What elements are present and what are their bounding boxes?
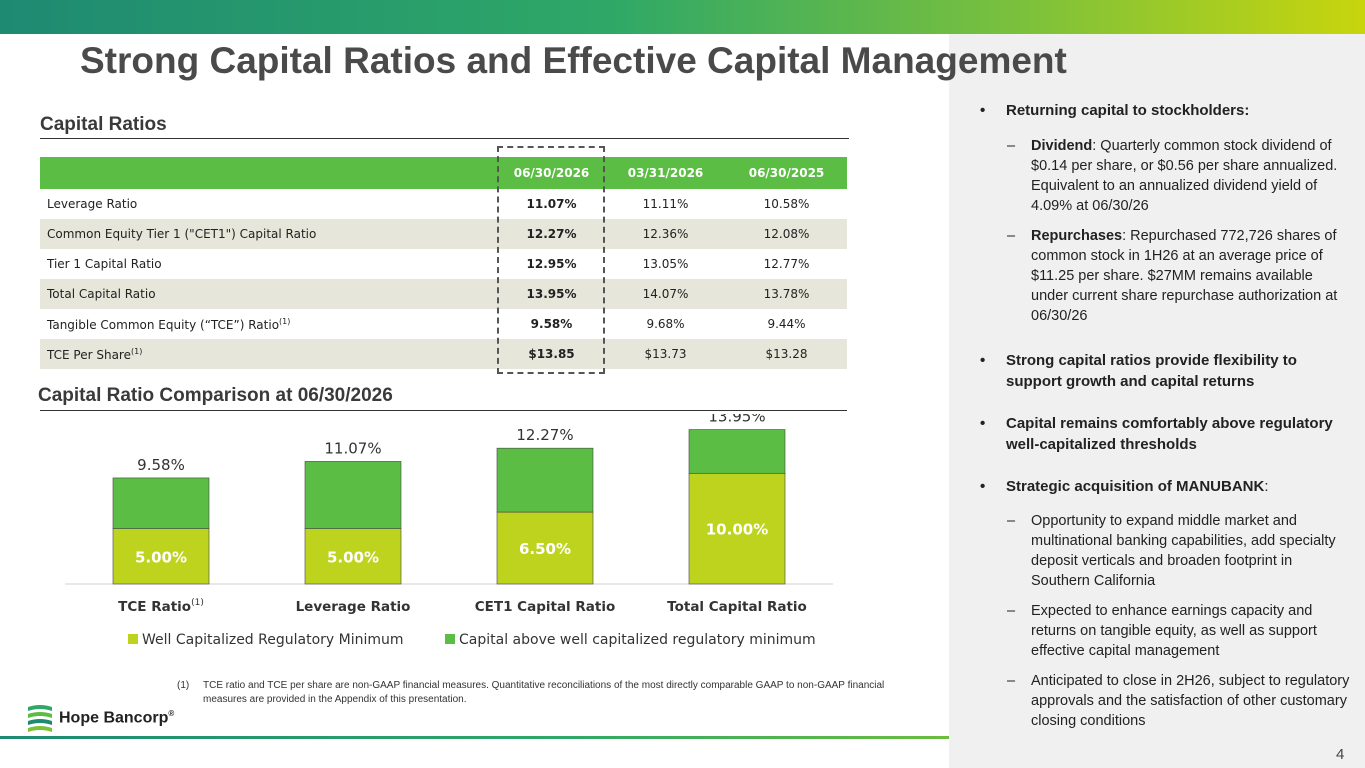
category-footnote-marker: (1) <box>191 598 204 608</box>
category-label: CET1 Capital Ratio <box>475 599 616 615</box>
key-points: • Returning capital to stockholders: – D… <box>980 100 1350 731</box>
footnote-marker: (1) <box>130 346 143 356</box>
bar-total-label: 9.58% <box>137 456 185 474</box>
table-cell: 14.07% <box>605 279 726 309</box>
table-cell: $13.85 <box>498 339 605 369</box>
table-cell: 13.95% <box>498 279 605 309</box>
dash-icon: – <box>1007 513 1016 529</box>
bar-above-minimum <box>688 429 786 474</box>
table-header-cell: 06/30/2025 <box>726 157 847 189</box>
logo-text: Hope Bancorp® <box>59 708 175 727</box>
table-cell: 13.78% <box>726 279 847 309</box>
table-cell: 12.77% <box>763 257 810 271</box>
legend-label: Capital above well capitalized regulator… <box>459 632 816 648</box>
table-row: Tangible Common Equity (“TCE”) Ratio(1) … <box>40 309 847 339</box>
capital-ratio-chart: 5.00% 9.58% TCE Ratio(1) 5.00% 11.07% Leverag… <box>65 414 833 648</box>
bar-minimum <box>112 528 210 585</box>
bullet-manubank: • Strategic acquisition of MANUBANK: <box>980 478 1269 495</box>
comparison-heading: Capital Ratio Comparison at 06/30/2026 <box>38 385 393 406</box>
dash-icon: – <box>1007 228 1016 244</box>
table-row: TCE Per Share(1) $13.85 $13.73 $13.28 <box>40 339 847 369</box>
dash-icon: – <box>1007 673 1016 689</box>
bar-segment-label: 10.00% <box>706 521 768 539</box>
table-row: Leverage Ratio 11.07% 11.11% 10.58% <box>40 189 847 219</box>
table-row: Total Capital Ratio 13.95% 14.07% 13.78% <box>40 279 847 309</box>
bar-minimum <box>496 511 594 585</box>
bullet-dot: • <box>980 415 986 432</box>
row-label: Common Equity Tier 1 ("CET1") Capital Ra… <box>40 219 498 249</box>
row-label: Total Capital Ratio <box>40 279 498 309</box>
row-label: Tangible Common Equity (“TCE”) Ratio(1) <box>47 316 291 332</box>
table-cell: 12.36% <box>605 219 726 249</box>
footnote-number: (1) <box>177 680 190 691</box>
comparison-rule <box>40 410 847 411</box>
table-cell: $13.28 <box>726 339 847 369</box>
bar-minimum <box>304 528 402 585</box>
table-cell: 9.68% <box>646 317 685 331</box>
table-cell: 12.08% <box>726 219 847 249</box>
table-cell: 11.11% <box>642 197 689 211</box>
bar-above-minimum <box>112 477 210 529</box>
table-header-cell: 06/30/2026 <box>498 157 605 189</box>
sub-bullet-earnings: – Expected to enhance earnings capacity … <box>1007 603 1317 659</box>
legend-swatch <box>128 634 138 644</box>
bullet-dot: • <box>980 102 986 119</box>
table-cell: 12.95% <box>526 257 577 271</box>
bar-segment-label: 6.50% <box>519 540 571 558</box>
bullet-dot: • <box>980 478 986 495</box>
table-header-blank <box>40 157 498 189</box>
sub-bullet-dividend: – Dividend: Quarterly common stock divid… <box>1007 138 1338 214</box>
bar-above-minimum <box>496 447 594 513</box>
row-label: TCE Per Share(1) <box>40 339 498 369</box>
bar-above-minimum <box>304 461 402 529</box>
bar-total-label: 11.07% <box>324 439 381 457</box>
bar-segment-label: 5.00% <box>327 548 379 566</box>
bar-total-label: 12.27% <box>516 426 573 444</box>
footer-gradient-line <box>0 736 949 739</box>
footnote-text: TCE ratio and TCE per share are non-GAAP… <box>203 680 885 705</box>
legend-label: Well Capitalized Regulatory Minimum <box>142 632 404 648</box>
bullet-strong-ratios: • Strong capital ratios provide flexibil… <box>980 352 1297 390</box>
category-label: TCE Ratio(1) <box>118 598 204 615</box>
legend-swatch <box>445 634 455 644</box>
row-label: Tier 1 Capital Ratio <box>47 257 162 271</box>
capital-ratios-heading: Capital Ratios <box>40 114 167 135</box>
header-gradient-bar <box>0 0 1365 34</box>
bullet-returning-capital: • Returning capital to stockholders: <box>980 102 1250 119</box>
current-period-highlight <box>497 146 605 374</box>
table-header-cell: 03/31/2026 <box>605 157 726 189</box>
sub-bullet-repurchases: – Repurchases: Repurchased 772,726 share… <box>1007 228 1338 324</box>
table-cell: 11.07% <box>526 197 577 211</box>
table-cell: 13.05% <box>642 257 689 271</box>
footnote-marker: (1) <box>279 316 291 326</box>
capital-ratios-rule <box>40 138 849 139</box>
right-panel-background <box>949 34 1365 768</box>
row-label: Leverage Ratio <box>47 197 138 211</box>
logo-mark-icon <box>28 705 52 732</box>
table-header-row: 06/30/2026 03/31/2026 06/30/2025 <box>40 157 847 189</box>
capital-ratios-table: 06/30/2026 03/31/2026 06/30/2025 Leverag… <box>40 157 847 369</box>
dash-icon: – <box>1007 603 1016 619</box>
category-label: Total Capital Ratio <box>667 599 807 615</box>
page-number: 4 <box>1336 746 1345 763</box>
page-title: Strong Capital Ratios and Effective Capi… <box>80 40 1067 81</box>
bullet-dot: • <box>980 352 986 369</box>
bar-minimum <box>688 472 786 585</box>
sub-bullet-opportunity: – Opportunity to expand middle market an… <box>1007 513 1336 589</box>
table-cell: 12.27% <box>498 219 605 249</box>
dash-icon: – <box>1007 138 1016 154</box>
sub-bullet-closing: – Anticipated to close in 2H26, subject … <box>1007 673 1350 729</box>
table-cell: 10.58% <box>763 197 810 211</box>
table-row: Common Equity Tier 1 ("CET1") Capital Ra… <box>40 219 847 249</box>
bullet-capital-above-thresholds: • Capital remains comfortably above regu… <box>980 415 1333 453</box>
bar-total-label: 13.95% <box>708 414 765 426</box>
table-cell: 9.44% <box>767 317 806 331</box>
category-label: Leverage Ratio <box>296 599 411 615</box>
table-cell: $13.73 <box>605 339 726 369</box>
table-row: Tier 1 Capital Ratio 12.95% 13.05% 12.77… <box>40 249 847 279</box>
footnote: (1) TCE ratio and TCE per share are non-… <box>177 679 912 707</box>
bar-segment-label: 5.00% <box>135 548 187 566</box>
hope-bancorp-logo: Hope Bancorp® <box>26 703 174 733</box>
table-cell: 9.58% <box>530 317 573 331</box>
